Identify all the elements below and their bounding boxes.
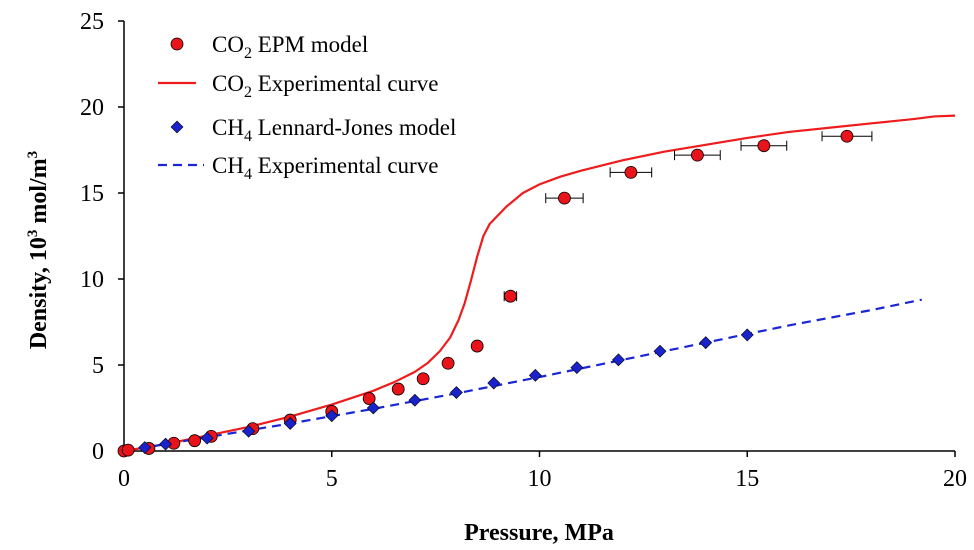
ch4-lj-point [449,386,463,399]
ch4-lj-point [325,409,339,423]
x-axis-title: Pressure, MPa [464,520,614,546]
legend-text-part: EPM model [252,32,368,57]
ch4-lj-point [487,376,501,390]
co2-epm-point [558,191,571,205]
x-tick-label: 15 [735,466,759,492]
ch4-lj-point [242,424,256,438]
legend-text-part: CO [212,71,244,96]
legend-subscript: 2 [244,45,252,62]
legend-label-3: CH4 Lennard-Jones model [212,115,456,145]
legend-subscript: 4 [244,166,252,183]
legend-ch4-marker [170,120,184,134]
co2-epm-point [690,148,704,162]
co2-epm-point [188,434,202,448]
plot-area [117,114,956,458]
x-tick-label: 0 [118,466,130,492]
legend-text-part: CH [212,153,244,178]
ch4-lj-point [283,417,297,430]
y-axis-title-prefix: Density, 10 [26,237,52,349]
ch4-lj-point [653,344,667,358]
ch4-lj-point [740,328,754,342]
ch4-lj-point [699,336,713,350]
x-axis-ticks: 0 5 10 15 20 [118,451,967,492]
y-tick-label: 20 [80,95,104,121]
legend-text-part: Lennard-Jones model [252,115,456,140]
y-tick-label: 10 [80,267,104,293]
ch4-lj-point [200,431,214,445]
y-tick-label: 15 [80,181,104,207]
y-axis-ticks: 0 5 10 15 20 25 [80,9,124,465]
legend-text-part: CH [212,115,244,140]
legend-co2-marker [170,37,184,51]
ch4-lj-point [138,441,152,454]
y-axis-title-exponent: 3 [25,230,41,238]
co2-epm-point [416,372,430,386]
legend-subscript: 2 [244,84,252,101]
legend-label-1: CO2 EPM model [212,32,368,62]
co2-epm-point [441,356,455,370]
ch4-lj-point [570,361,584,375]
legend-text-part: CO [212,32,244,57]
x-tick-label: 20 [943,466,967,492]
ch4-lj-point [366,401,380,415]
co2-epm-point [470,339,484,353]
x-tick-label: 5 [326,466,338,492]
y-tick-label: 25 [80,9,104,35]
y-axis-title-units: mol/m [26,158,52,229]
co2-experimental-curve [123,114,956,453]
y-axis-title-units-exponent: 3 [25,151,41,159]
legend-subscript: 4 [244,128,252,145]
ch4-lj-point [612,353,625,367]
co2-epm-point [840,129,854,143]
co2-epm-point [624,165,638,179]
y-tick-label: 5 [92,353,104,379]
ch4-lj-point [408,393,422,407]
co2-epm-point [362,392,376,405]
legend-label-2: CO2 Experimental curve [212,71,438,101]
ch4-lj-point [159,437,172,451]
legend-label-4: CH4 Experimental curve [212,153,438,183]
ch4-lj-point [528,368,542,382]
y-tick-label: 0 [92,439,104,465]
legend-text-part: Experimental curve [252,71,438,96]
co2-epm-point [121,443,135,457]
y-axis-title: Density, 103 mol/m3 [25,151,52,349]
x-tick-label: 10 [528,466,552,492]
legend-text-part: Experimental curve [252,153,438,178]
co2-epm-point [504,289,517,303]
co2-epm-point [757,139,771,153]
co2-epm-point [391,382,405,396]
